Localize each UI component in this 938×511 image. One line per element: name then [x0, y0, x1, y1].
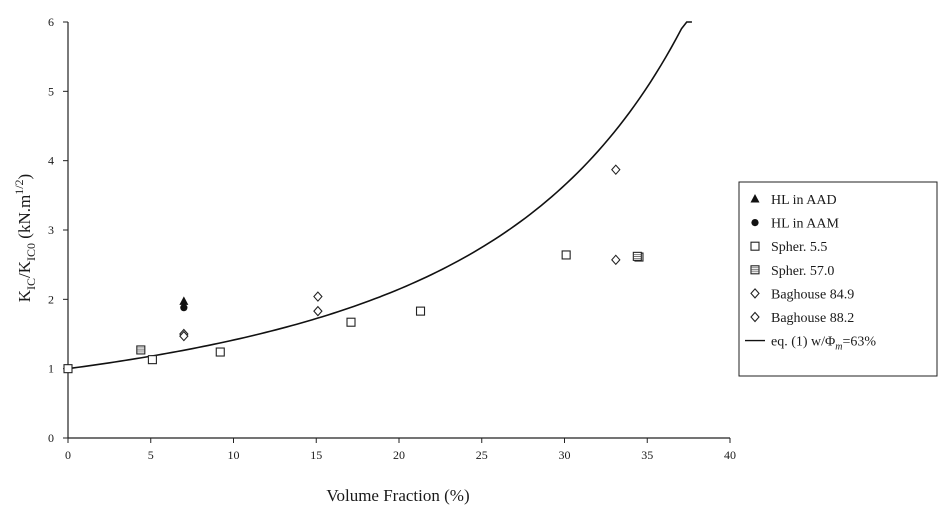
data-point	[611, 164, 621, 176]
diamond-marker	[313, 305, 323, 317]
model-curve-layer	[67, 21, 692, 370]
y-tick-label: 6	[48, 15, 54, 29]
legend-marker	[750, 265, 760, 275]
axes: 0 5 10 15 20 25 30 35 40 0 1 2 3 4 5 6	[48, 15, 736, 462]
square-marker	[750, 241, 760, 251]
y-tick-label: 5	[48, 84, 54, 98]
data-point	[611, 254, 621, 266]
data-point	[313, 305, 323, 317]
legend-label: Spher. 57.0	[771, 264, 834, 279]
data-point	[136, 345, 146, 355]
data-point	[147, 355, 157, 365]
legend-marker	[750, 288, 760, 299]
diamond-marker	[611, 164, 621, 176]
y-tick-label: 1	[48, 362, 54, 376]
y-tick-label: 2	[48, 292, 54, 306]
circle-marker	[180, 304, 188, 312]
x-tick-label: 10	[228, 448, 240, 462]
x-tick-label: 20	[393, 448, 405, 462]
x-tick-label: 0	[65, 448, 71, 462]
data-point	[561, 250, 571, 260]
model-curve	[67, 21, 692, 370]
legend-marker	[750, 311, 760, 323]
data-point	[415, 306, 426, 316]
y-axis-title: KIC/KIC0 (kN.m1/2)	[12, 174, 38, 302]
legend-label: HL in AAD	[771, 193, 837, 208]
diamond-marker	[750, 311, 760, 323]
legend: HL in AAD HL in AAM Spher. 5.5 Spher. 57.0 B…	[738, 181, 938, 377]
triangle-marker	[179, 296, 189, 305]
y-tick-label: 3	[48, 223, 54, 237]
legend-label: Baghouse 84.9	[771, 287, 854, 302]
data-point	[179, 330, 189, 342]
legend-box	[738, 181, 938, 377]
data-point	[180, 304, 188, 312]
y-tick-label: 0	[48, 431, 54, 445]
legend-marker	[750, 241, 760, 251]
data-points-layer	[63, 164, 644, 374]
diamond-marker	[750, 288, 760, 299]
square-marker	[147, 355, 157, 365]
legend-marker	[751, 219, 759, 227]
legend-label: Spher. 5.5	[771, 240, 827, 255]
x-tick-label: 30	[559, 448, 571, 462]
diamond-marker	[313, 291, 323, 302]
square-marker	[561, 250, 571, 260]
legend-marker	[750, 194, 760, 203]
diamond-marker	[179, 330, 189, 342]
square-marker	[63, 364, 73, 374]
x-tick-label: 25	[476, 448, 488, 462]
x-tick-label: 5	[148, 448, 154, 462]
triangle-marker	[750, 194, 760, 203]
data-point	[632, 251, 642, 261]
y-tick-label: 4	[48, 154, 54, 168]
diamond-marker	[611, 254, 621, 266]
legend-label: eq. (1) w/Φm=63%	[771, 335, 876, 353]
square-marker	[346, 317, 356, 327]
data-point	[313, 291, 323, 302]
x-tick-label: 40	[724, 448, 736, 462]
data-point	[346, 317, 356, 327]
data-point	[215, 347, 225, 357]
x-tick-label: 35	[641, 448, 653, 462]
circle-marker	[751, 219, 759, 227]
data-point	[179, 296, 189, 305]
data-point	[63, 364, 73, 374]
legend-label: Baghouse 88.2	[771, 311, 854, 326]
square-marker	[415, 306, 426, 316]
x-axis-title: Volume Fraction (%)	[326, 486, 469, 505]
legend-label: HL in AAM	[771, 217, 839, 232]
x-tick-label: 15	[310, 448, 322, 462]
square-marker	[215, 347, 225, 357]
